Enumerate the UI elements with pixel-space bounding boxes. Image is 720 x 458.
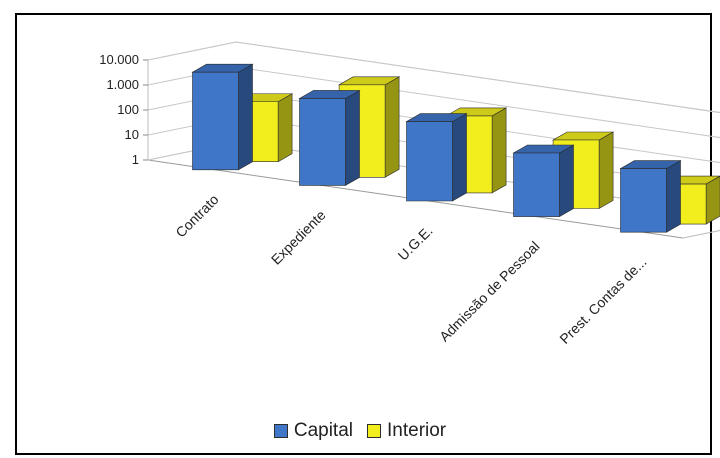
bars: [191, 63, 720, 233]
y-tick-label: 100: [117, 102, 139, 117]
x-tick-label: Expediente: [268, 207, 329, 268]
y-tick-label: 1: [132, 152, 139, 167]
bar-side: [705, 175, 720, 225]
legend: Capital Interior: [0, 418, 720, 444]
y-axis-ticks: 1 10 100 1.000 10.000: [99, 52, 148, 167]
bar-front: [192, 71, 239, 171]
bar-front: [513, 152, 560, 217]
legend-item-capital: Capital: [273, 420, 353, 442]
legend-swatch-capital: [273, 424, 288, 438]
bar-front: [620, 168, 667, 233]
x-tick-label: Prest. Contas de...: [556, 254, 649, 347]
bar-side: [238, 63, 253, 171]
x-tick-label: U.G.E.: [395, 222, 436, 263]
bar-front: [299, 98, 346, 186]
x-tick-label: Admissão de Pessoal: [436, 238, 543, 345]
x-tick-label: Contrato: [172, 191, 221, 240]
floor-edge-right: [682, 229, 720, 239]
bar-capital-0: [191, 63, 254, 171]
y-tick-label: 10.000: [99, 52, 139, 67]
bar-side: [491, 107, 507, 194]
bar-side: [384, 76, 400, 178]
bar-side: [452, 113, 467, 202]
bar-side: [559, 144, 574, 218]
legend-item-interior: Interior: [367, 420, 446, 442]
bar-capital-1: [298, 89, 361, 186]
bar-side: [666, 160, 681, 233]
bar-side: [345, 89, 360, 186]
bar-capital-4: [619, 160, 682, 233]
legend-swatch-interior: [367, 424, 381, 438]
legend-label-capital: Capital: [293, 420, 353, 441]
bar-side: [277, 93, 293, 163]
bar-capital-2: [405, 113, 468, 202]
gridline: [147, 41, 720, 114]
legend-label-interior: Interior: [387, 420, 447, 441]
bar-side: [598, 131, 614, 210]
y-tick-label: 10: [125, 127, 139, 142]
x-axis-labels: Contrato Expediente U.G.E. Admissão de Pess…: [172, 191, 649, 347]
y-tick-label: 1.000: [106, 77, 139, 92]
bar-front: [406, 121, 453, 202]
bar-capital-3: [512, 144, 575, 218]
